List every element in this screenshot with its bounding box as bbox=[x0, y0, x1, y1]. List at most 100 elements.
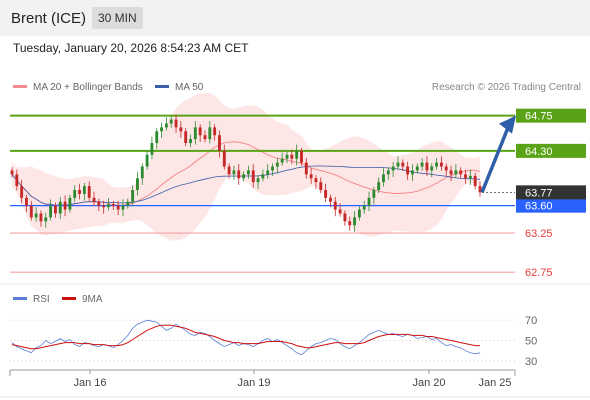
x-tick-label-3: Jan 25 bbox=[478, 377, 511, 389]
candle-body-30 bbox=[155, 131, 159, 144]
forecast-arrowhead bbox=[499, 115, 516, 134]
candle-body-33 bbox=[169, 119, 173, 124]
header-bar: Brent (ICE) 30 MIN bbox=[0, 0, 590, 36]
legend-label-ma20: MA 20 + Bollinger Bands bbox=[33, 82, 143, 93]
rsi-tick-label-1: 50 bbox=[525, 336, 537, 348]
candle-body-79 bbox=[391, 166, 395, 171]
instrument-title: Brent (ICE) bbox=[11, 10, 87, 27]
candle-body-10 bbox=[58, 201, 62, 214]
candle-body-68 bbox=[338, 209, 342, 214]
candle-body-31 bbox=[160, 127, 163, 132]
candle-body-32 bbox=[164, 123, 168, 128]
candle-body-90 bbox=[444, 166, 448, 171]
candle-body-52 bbox=[261, 174, 265, 179]
timeframe-badge[interactable]: 30 MIN bbox=[92, 7, 143, 29]
candle-body-29 bbox=[150, 143, 154, 155]
research-credit: Research © 2026 Trading Central bbox=[432, 82, 581, 93]
legend-label-9ma: 9MA bbox=[82, 294, 103, 305]
legend-swatch-ma50 bbox=[155, 85, 169, 88]
candle-body-26 bbox=[136, 178, 139, 190]
last-price-label: 63.77 bbox=[525, 187, 553, 199]
candle-body-62 bbox=[309, 174, 313, 179]
level-box-2 bbox=[516, 198, 586, 213]
candle-body-61 bbox=[304, 162, 308, 175]
legend-label-rsi: RSI bbox=[33, 294, 50, 305]
candle-body-82 bbox=[406, 166, 410, 175]
candle-body-7 bbox=[44, 217, 48, 222]
candle-body-72 bbox=[357, 209, 361, 218]
price-levels: 64.75 64.30 63.60 63.25 62.75 bbox=[10, 108, 586, 279]
candle-body-13 bbox=[73, 190, 77, 198]
candle-body-0 bbox=[10, 170, 14, 175]
level-label-1: 64.30 bbox=[525, 146, 553, 158]
candle-body-45 bbox=[227, 166, 231, 175]
x-tick-label-0: Jan 16 bbox=[73, 377, 106, 389]
candle-body-69 bbox=[343, 213, 347, 222]
level-label-4: 62.75 bbox=[525, 267, 553, 279]
legend-label-ma50: MA 50 bbox=[175, 82, 204, 93]
candle-body-40 bbox=[203, 135, 207, 140]
candle-body-44 bbox=[222, 150, 226, 167]
candle-body-87 bbox=[430, 166, 434, 171]
candle-body-34 bbox=[174, 119, 178, 128]
candle-body-28 bbox=[145, 154, 149, 167]
candle-body-84 bbox=[415, 166, 419, 171]
candle-body-24 bbox=[126, 201, 130, 206]
ma50-line bbox=[11, 165, 481, 206]
candle-body-42 bbox=[213, 127, 217, 136]
candle-body-95 bbox=[468, 175, 472, 179]
level-box-1 bbox=[516, 143, 586, 158]
forecast-arrow bbox=[480, 126, 510, 194]
candle-body-88 bbox=[435, 162, 439, 167]
candle-body-73 bbox=[362, 205, 366, 210]
candle-body-64 bbox=[319, 182, 323, 190]
level-box-0 bbox=[516, 108, 586, 123]
rsi-line bbox=[11, 319, 481, 356]
candle-body-41 bbox=[208, 127, 212, 140]
last-price-box bbox=[516, 185, 586, 200]
legend-swatch-9ma bbox=[62, 297, 76, 300]
rsi-tick-label-2: 30 bbox=[525, 356, 537, 368]
candle-body-14 bbox=[78, 190, 81, 194]
candle-body-67 bbox=[333, 201, 337, 210]
rsi-tick-label-0: 70 bbox=[525, 315, 537, 327]
x-axis: Jan 16 Jan 19 Jan 20 Jan 25 bbox=[9, 369, 516, 389]
candle-body-49 bbox=[246, 170, 250, 175]
candle-body-57 bbox=[285, 154, 289, 159]
candle-body-5 bbox=[34, 213, 38, 218]
candle-body-97 bbox=[478, 186, 482, 193]
level-label-0: 64.75 bbox=[525, 111, 553, 123]
candle-body-1 bbox=[15, 174, 19, 187]
candle-body-81 bbox=[401, 162, 405, 167]
candle-body-85 bbox=[420, 162, 424, 167]
rsi-panel: 70 50 30 bbox=[10, 315, 537, 368]
candle-body-56 bbox=[280, 158, 284, 163]
x-tick-label-1: Jan 19 bbox=[237, 377, 270, 389]
candle-body-16 bbox=[87, 186, 91, 198]
candle-body-53 bbox=[266, 170, 270, 175]
candle-body-66 bbox=[329, 197, 332, 202]
candle-body-89 bbox=[439, 162, 443, 167]
candle-body-35 bbox=[179, 127, 183, 132]
candle-body-91 bbox=[449, 170, 453, 175]
candle-body-76 bbox=[377, 182, 381, 190]
candle-body-27 bbox=[140, 166, 144, 179]
candle-body-51 bbox=[256, 178, 260, 183]
candle-body-19 bbox=[102, 205, 106, 208]
candle-body-17 bbox=[92, 197, 96, 202]
level-label-2: 63.60 bbox=[525, 201, 553, 213]
candle-body-25 bbox=[131, 190, 135, 202]
candle-body-20 bbox=[107, 204, 110, 208]
candle-body-3 bbox=[25, 197, 28, 206]
candle-body-55 bbox=[275, 162, 279, 167]
candle-body-94 bbox=[464, 174, 467, 179]
candle-body-8 bbox=[49, 205, 53, 218]
candle-body-46 bbox=[232, 170, 236, 175]
last-price-marker: 63.77 bbox=[482, 185, 586, 200]
candle-body-23 bbox=[121, 205, 125, 210]
level-label-3: 63.25 bbox=[525, 228, 553, 240]
candle-body-36 bbox=[184, 131, 188, 144]
candle-body-9 bbox=[53, 205, 57, 214]
candle-body-77 bbox=[382, 174, 385, 183]
